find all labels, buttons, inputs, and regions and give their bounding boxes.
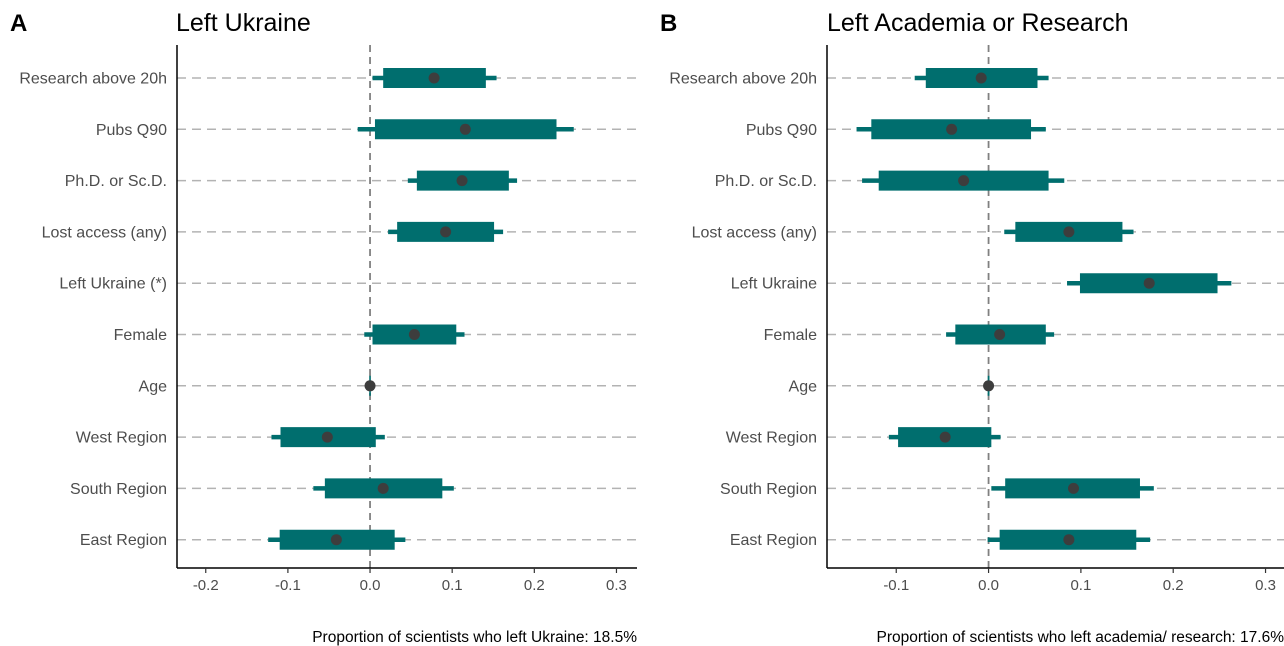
point-estimate [983, 380, 995, 392]
x-tick-label: 0.3 [1255, 577, 1276, 594]
x-tick-label: 0.1 [1070, 577, 1091, 594]
point-estimate [1143, 277, 1155, 289]
point-estimate [408, 329, 420, 340]
point-estimate [958, 175, 970, 187]
point-estimate [994, 329, 1006, 340]
category-label: South Region [70, 481, 167, 498]
point-estimate [975, 72, 987, 84]
category-label: Ph.D. or Sc.D. [715, 173, 817, 190]
category-label: Age [789, 378, 818, 395]
x-tick-label: 0.3 [606, 577, 627, 594]
point-estimate [946, 123, 958, 135]
x-tick-label: 0.0 [360, 577, 381, 594]
panel-caption: Proportion of scientists who left Ukrain… [312, 629, 637, 646]
point-estimate [459, 123, 471, 135]
grid-lines [177, 77, 637, 541]
point-estimate [364, 380, 376, 392]
panel-title: Left Ukraine [176, 9, 311, 37]
grid-lines [827, 77, 1284, 541]
panel-letter: B [660, 10, 677, 37]
category-label: South Region [720, 481, 817, 498]
category-label: Lost access (any) [692, 224, 817, 241]
category-label: Pubs Q90 [746, 122, 817, 139]
category-label: Left Ukraine [731, 276, 817, 293]
panel-title: Left Academia or Research [827, 9, 1129, 37]
x-tick-label: -0.2 [193, 577, 219, 594]
category-label: Lost access (any) [42, 224, 167, 241]
point-estimate [377, 482, 389, 494]
panel-caption: Proportion of scientists who left academ… [876, 629, 1284, 646]
x-tick-label: -0.1 [883, 577, 909, 594]
point-estimate [456, 175, 468, 187]
point-estimate [1063, 226, 1075, 238]
category-label: Research above 20h [669, 71, 817, 88]
category-label: Age [139, 378, 168, 395]
panel-a-left-ukraine: A Left Ukraine Proportion of scientists … [10, 9, 637, 646]
point-estimate [440, 226, 452, 238]
category-label: Pubs Q90 [96, 122, 167, 139]
point-estimate [330, 534, 342, 546]
x-tick-label: 0.2 [524, 577, 545, 594]
category-label: Research above 20h [19, 71, 167, 88]
point-estimate [321, 431, 333, 443]
category-label: Female [764, 327, 817, 344]
category-label: Female [114, 327, 167, 344]
x-tick-label: 0.1 [442, 577, 463, 594]
panel-b-left-academia: B Left Academia or Research Proportion o… [660, 9, 1284, 646]
point-estimate [428, 72, 440, 84]
panel-letter: A [10, 10, 27, 37]
category-label: Ph.D. or Sc.D. [65, 173, 167, 190]
point-estimate [1068, 482, 1080, 494]
category-label: Left Ukraine (*) [59, 276, 167, 293]
category-label: West Region [76, 430, 167, 447]
category-label: East Region [730, 532, 817, 549]
x-tick-label: -0.1 [275, 577, 301, 594]
category-label: East Region [80, 532, 167, 549]
x-tick-label: 0.0 [978, 577, 999, 594]
point-estimate [939, 431, 951, 443]
point-estimate [1063, 534, 1075, 546]
x-tick-label: 0.2 [1163, 577, 1184, 594]
category-label: West Region [726, 430, 817, 447]
